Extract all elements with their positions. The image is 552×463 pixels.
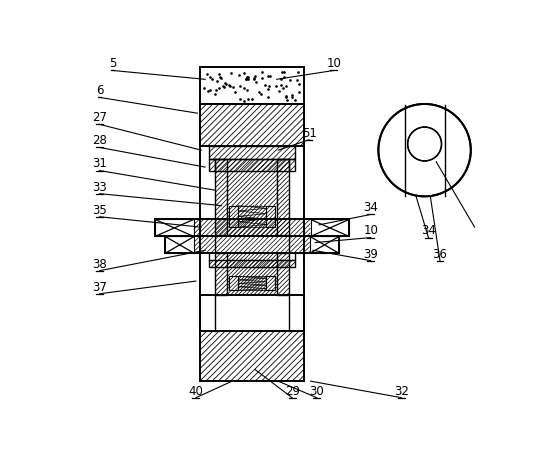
Text: 10: 10 <box>326 57 341 70</box>
Text: 31: 31 <box>92 157 107 170</box>
Bar <box>165 237 339 254</box>
Text: 34: 34 <box>363 201 378 214</box>
Text: 32: 32 <box>394 384 409 397</box>
Text: 40: 40 <box>188 384 203 397</box>
Bar <box>155 220 194 237</box>
Bar <box>277 254 289 295</box>
Bar <box>165 237 194 254</box>
Text: 35: 35 <box>92 203 107 216</box>
Text: 37: 37 <box>92 280 107 293</box>
Bar <box>229 206 238 228</box>
Bar <box>277 160 289 235</box>
Bar <box>209 260 295 268</box>
Text: 38: 38 <box>92 257 107 270</box>
Bar <box>266 206 275 228</box>
Bar <box>229 277 238 291</box>
Bar <box>209 147 295 160</box>
Circle shape <box>407 128 442 162</box>
Text: 29: 29 <box>285 384 300 397</box>
Bar <box>200 332 305 382</box>
Bar <box>155 220 349 237</box>
Text: 5: 5 <box>109 57 116 70</box>
Circle shape <box>378 105 471 197</box>
Text: 51: 51 <box>301 126 316 139</box>
Text: 39: 39 <box>363 247 378 260</box>
Bar <box>209 160 295 172</box>
Text: 34: 34 <box>421 224 436 237</box>
Text: 27: 27 <box>92 111 107 124</box>
Bar <box>310 237 339 254</box>
Bar <box>215 160 227 235</box>
Text: 6: 6 <box>96 84 103 97</box>
Text: 28: 28 <box>92 134 107 147</box>
Bar <box>200 68 305 105</box>
Bar <box>311 220 349 237</box>
Bar <box>215 254 227 295</box>
Bar <box>200 105 305 147</box>
Text: 10: 10 <box>363 224 378 237</box>
Text: 30: 30 <box>310 384 324 397</box>
Text: 33: 33 <box>92 180 107 193</box>
Bar <box>266 277 275 291</box>
Bar <box>200 295 305 332</box>
Text: 36: 36 <box>433 247 448 260</box>
